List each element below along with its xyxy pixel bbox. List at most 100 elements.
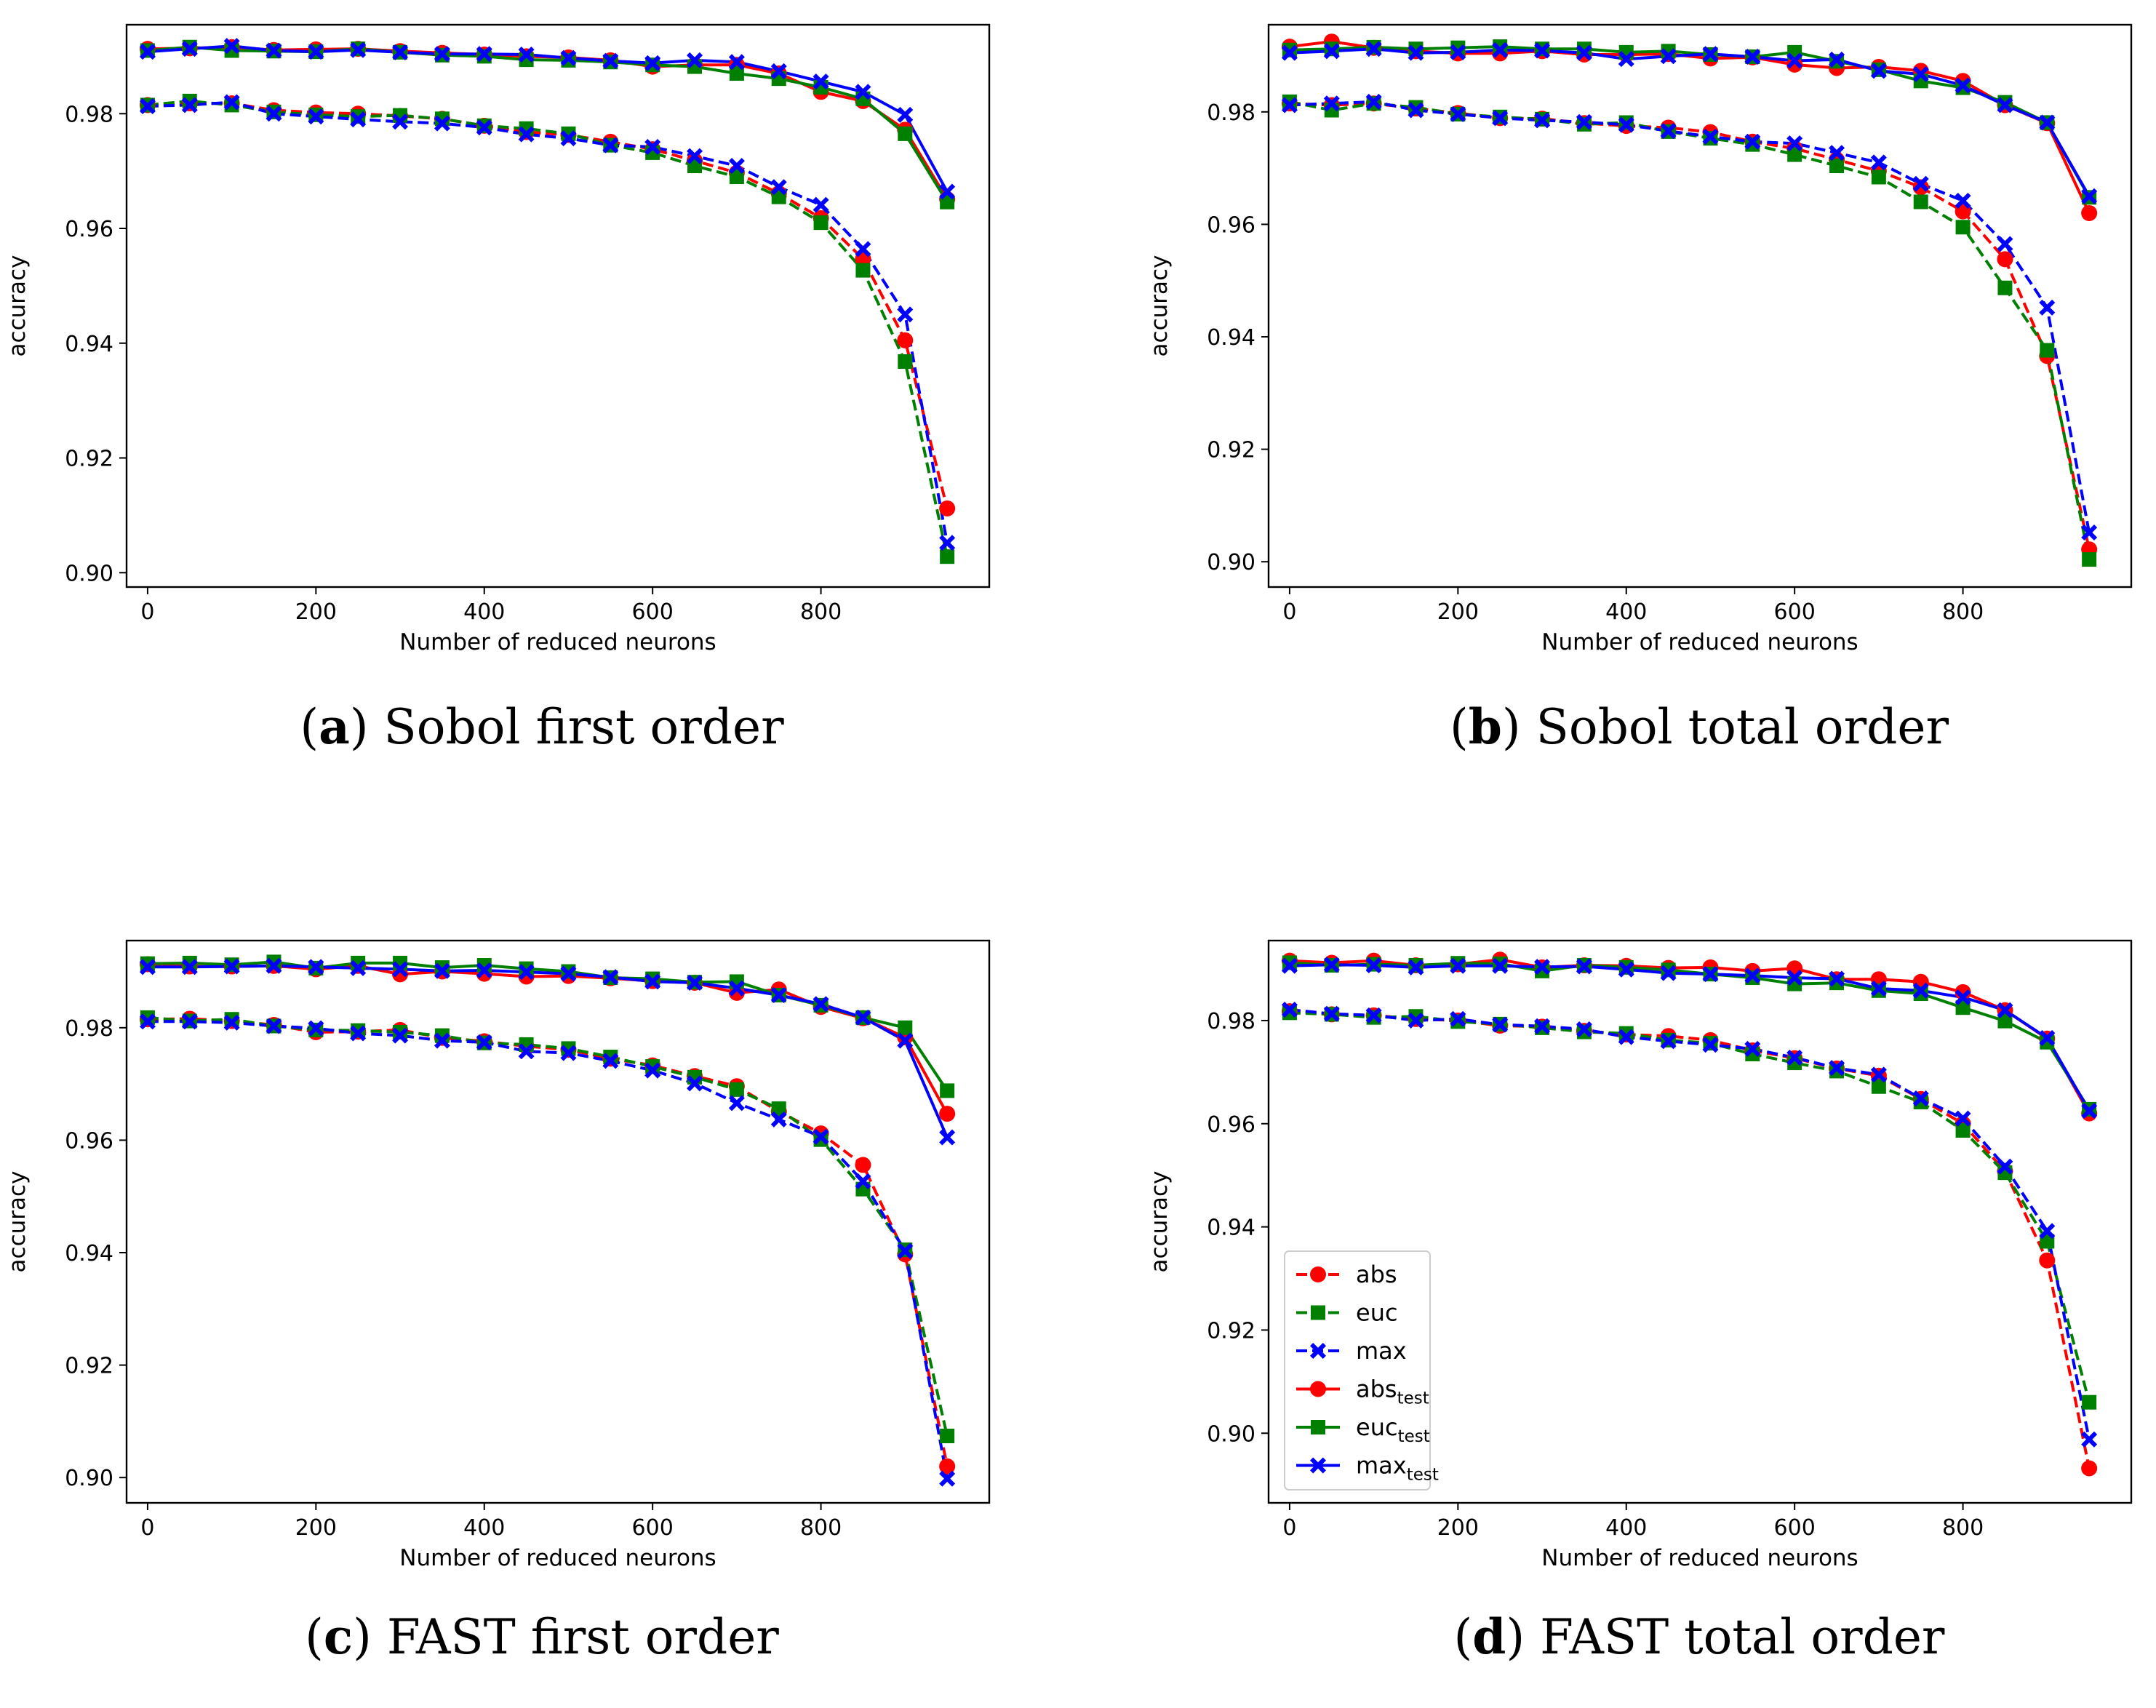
data-point-euc [224, 1012, 239, 1027]
series-line-euc-test [1289, 961, 2091, 1110]
plot-area [1281, 951, 2098, 1477]
data-point-euc-test [940, 1083, 955, 1098]
data-point-max [1912, 175, 1929, 192]
y-axis-label: accuracy [1146, 1171, 1173, 1273]
x-tick-label: 800 [800, 599, 842, 625]
data-point-max-test [308, 959, 324, 975]
plot-frame [125, 939, 991, 1504]
legend-marker [1310, 1457, 1326, 1474]
data-point-max [1576, 1021, 1592, 1037]
data-point-max [1786, 135, 1803, 152]
data-point-max-test [1576, 44, 1592, 61]
panel-caption: (b) Sobol total order [1450, 698, 1949, 755]
data-point-max [1408, 1012, 1424, 1029]
data-point-max [813, 196, 829, 213]
data-point-max [308, 1020, 324, 1037]
data-point-max [1618, 1029, 1634, 1045]
y-tick-label: 0.98 [1207, 100, 1255, 126]
x-tick-label: 400 [463, 1515, 505, 1541]
panel-letter: a [319, 698, 350, 755]
y-tick-label: 0.98 [1207, 1009, 1255, 1034]
y-axis-label: accuracy [4, 255, 31, 357]
data-point-max [897, 1242, 914, 1259]
data-point-max-test [644, 973, 661, 990]
data-point-euc-test [1576, 41, 1592, 57]
data-point-max-test [1492, 957, 1509, 974]
data-point-abs-test [1786, 56, 1803, 73]
data-point-max-test [518, 964, 535, 981]
data-point-max [434, 115, 450, 132]
data-point-max-test [560, 965, 577, 982]
data-point-euc [1829, 1063, 1845, 1079]
data-point-max-test [181, 41, 198, 57]
data-point-max-test [687, 52, 703, 68]
data-point-euc [771, 1101, 786, 1117]
data-point-max [1829, 145, 1845, 161]
data-point-max [770, 179, 787, 196]
data-point-max-test [1450, 44, 1466, 60]
data-point-euc [1282, 1005, 1297, 1021]
data-point-euc [729, 169, 744, 185]
data-point-max [1870, 1066, 1887, 1083]
data-point-euc-test [1661, 962, 1676, 978]
data-point-max-test [855, 84, 871, 100]
series-line-euc [1289, 100, 2091, 560]
data-point-euc-test [898, 126, 913, 141]
data-point-max [2081, 524, 2098, 541]
data-point-max [855, 241, 871, 258]
data-point-max [1492, 1016, 1509, 1033]
data-point-max [1365, 1007, 1382, 1023]
data-point-euc [940, 549, 955, 564]
data-point-max-test [1786, 52, 1803, 69]
data-point-max [1365, 93, 1382, 110]
data-point-max-test [1660, 965, 1677, 981]
legend-subscript: test [1397, 1389, 1429, 1408]
data-point-max-test [728, 980, 745, 997]
x-tick-label: 0 [1282, 599, 1296, 625]
data-point-max [1408, 102, 1424, 119]
data-point-max [1660, 123, 1677, 140]
x-tick-label: 600 [632, 1515, 674, 1541]
data-point-euc-test [1829, 975, 1845, 991]
x-tick-label: 400 [1605, 599, 1647, 625]
panel-caption: (a) Sobol first order [300, 698, 784, 755]
data-point-max-test [1323, 43, 1340, 60]
x-tick-label: 200 [295, 1515, 337, 1541]
data-point-max-test [2039, 1030, 2056, 1047]
y-tick-label: 0.90 [1207, 1421, 1255, 1447]
data-point-abs [855, 1157, 871, 1173]
plot-area [1281, 33, 2098, 567]
data-point-max-test [1702, 966, 1719, 983]
data-point-max-test [1997, 1002, 2013, 1018]
x-tick-label: 800 [1942, 599, 1984, 625]
y-tick-label: 0.94 [1207, 325, 1255, 351]
x-tick-label: 0 [140, 1515, 154, 1541]
x-axis-label: Number of reduced neurons [399, 1545, 716, 1571]
data-point-euc-test [1997, 1013, 2013, 1029]
data-point-max [476, 119, 492, 136]
data-point-max [392, 113, 409, 130]
data-point-euc [393, 1024, 408, 1039]
data-point-max-test [1450, 957, 1466, 974]
data-point-max [560, 130, 577, 147]
data-point-max [1997, 1158, 2013, 1175]
data-point-max [518, 126, 535, 143]
data-point-max [1660, 1033, 1677, 1050]
data-point-max-test [813, 996, 829, 1013]
data-point-max-test [1408, 44, 1424, 61]
data-point-abs-test [939, 1106, 956, 1122]
data-point-max-test [1323, 957, 1340, 973]
x-tick-label: 400 [463, 599, 505, 625]
data-point-max [939, 1470, 956, 1487]
series-line-abs [1289, 102, 2091, 550]
legend-marker [1311, 1305, 1325, 1320]
data-point-max-test [350, 959, 367, 976]
y-tick-label: 0.92 [65, 1354, 113, 1379]
data-point-max-test [602, 969, 619, 986]
data-point-max-test [139, 44, 156, 60]
y-tick-label: 0.94 [65, 1241, 113, 1266]
plot-frame [1267, 939, 2133, 1504]
data-point-max [728, 1095, 745, 1112]
data-point-max-test [1829, 51, 1845, 68]
data-point-max [897, 306, 914, 323]
